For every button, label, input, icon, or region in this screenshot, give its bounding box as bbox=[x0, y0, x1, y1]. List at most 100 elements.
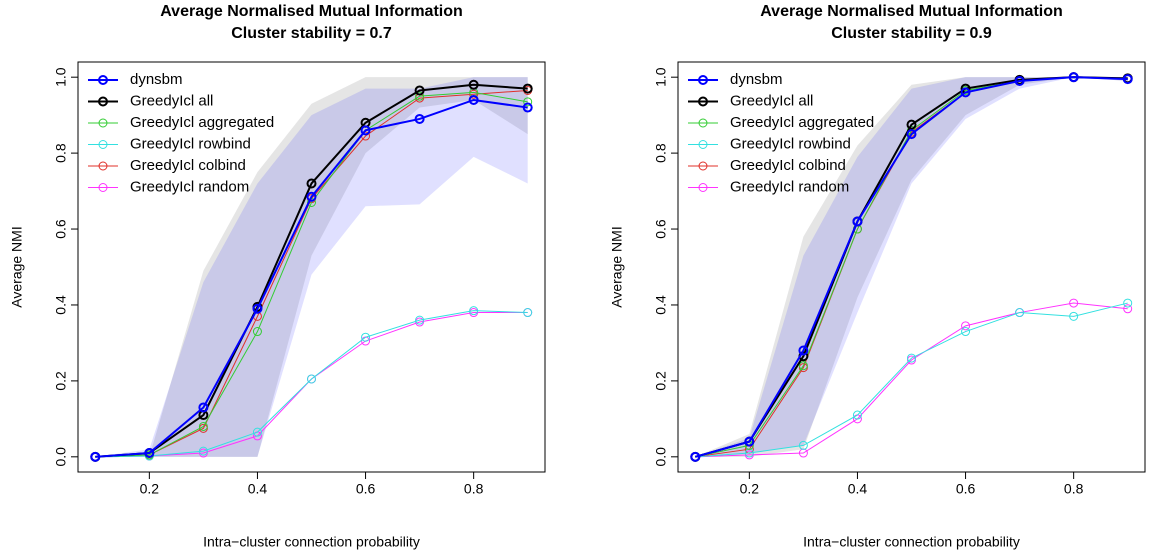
legend-label: GreedyIcl rowbind bbox=[130, 135, 251, 152]
series-line bbox=[95, 310, 528, 458]
point bbox=[852, 216, 863, 227]
y-tick-label: 0.2 bbox=[53, 371, 69, 391]
point bbox=[198, 402, 209, 413]
legend-marker bbox=[698, 140, 708, 149]
y-tick-label: 1.0 bbox=[653, 67, 669, 87]
point bbox=[690, 451, 701, 462]
point bbox=[306, 178, 317, 189]
point bbox=[252, 303, 263, 314]
chart-subtitle: Cluster stability = 0.9 bbox=[831, 25, 992, 42]
legend-label: dynsbm bbox=[730, 71, 783, 88]
series-line bbox=[695, 302, 1128, 458]
point bbox=[1014, 75, 1025, 86]
point bbox=[415, 315, 425, 325]
legend-label: GreedyIcl all bbox=[130, 92, 213, 109]
point bbox=[361, 332, 371, 342]
point bbox=[798, 361, 808, 371]
x-axis-label: Intra−cluster connection probability bbox=[803, 534, 1020, 550]
point bbox=[1069, 311, 1079, 321]
series-line bbox=[95, 83, 528, 458]
point bbox=[252, 327, 262, 337]
panel: Average Normalised Mutual Information Clu… bbox=[609, 3, 1146, 550]
legend-marker bbox=[698, 161, 708, 171]
point bbox=[414, 85, 425, 96]
legend-marker bbox=[98, 75, 108, 85]
point bbox=[1122, 74, 1133, 85]
y-tick-label: 0.2 bbox=[653, 371, 669, 391]
point bbox=[252, 427, 262, 437]
legend-label: GreedyIcl random bbox=[130, 178, 249, 195]
point bbox=[960, 87, 971, 98]
legend-label: GreedyIcl aggregated bbox=[730, 114, 874, 131]
legend-label: GreedyIcl random bbox=[730, 178, 849, 195]
point bbox=[414, 113, 425, 124]
point bbox=[961, 327, 971, 337]
point bbox=[522, 83, 533, 94]
y-tick-label: 0.6 bbox=[653, 219, 669, 239]
y-tick-label: 0.0 bbox=[53, 447, 69, 467]
point bbox=[907, 353, 916, 363]
x-tick-label: 0.6 bbox=[956, 481, 976, 497]
x-tick-label: 0.6 bbox=[356, 481, 376, 497]
point bbox=[1015, 308, 1025, 318]
point bbox=[306, 191, 317, 202]
point bbox=[468, 79, 479, 90]
x-tick-label: 0.2 bbox=[140, 481, 160, 497]
legend-marker bbox=[98, 183, 108, 192]
legend-marker bbox=[698, 118, 708, 128]
point bbox=[468, 94, 479, 105]
y-tick-label: 0.8 bbox=[53, 143, 69, 163]
chart-title: Average Normalised Mutual Information bbox=[760, 3, 1063, 20]
y-axis-label: Average NMI bbox=[9, 226, 25, 307]
point bbox=[198, 446, 208, 456]
point bbox=[744, 436, 755, 447]
band bbox=[95, 77, 528, 457]
y-tick-label: 0.6 bbox=[53, 219, 69, 239]
point bbox=[90, 451, 101, 462]
legend-marker bbox=[98, 161, 108, 171]
x-tick-label: 0.4 bbox=[248, 481, 268, 497]
series-line bbox=[695, 302, 1128, 458]
point bbox=[852, 410, 862, 420]
point bbox=[1069, 298, 1079, 308]
point bbox=[906, 119, 917, 130]
point bbox=[144, 448, 155, 459]
y-tick-label: 1.0 bbox=[53, 67, 69, 87]
x-axis-label: Intra−cluster connection probability bbox=[203, 534, 420, 550]
x-tick-label: 0.4 bbox=[848, 481, 868, 497]
series-line bbox=[695, 76, 1128, 458]
point bbox=[523, 308, 533, 318]
point bbox=[522, 102, 533, 113]
y-tick-label: 0.0 bbox=[653, 447, 669, 467]
legend-label: GreedyIcl colbind bbox=[730, 157, 846, 174]
chart-title: Average Normalised Mutual Information bbox=[160, 3, 463, 20]
x-tick-label: 0.8 bbox=[464, 481, 484, 497]
legend-marker bbox=[698, 75, 708, 85]
point bbox=[906, 129, 917, 140]
point bbox=[198, 421, 208, 431]
x-tick-label: 0.8 bbox=[1064, 481, 1084, 497]
y-tick-label: 0.4 bbox=[653, 295, 669, 315]
legend-marker bbox=[98, 140, 108, 149]
legend-label: GreedyIcl colbind bbox=[130, 157, 246, 174]
point bbox=[1068, 72, 1079, 83]
series-line bbox=[95, 98, 528, 458]
point bbox=[798, 440, 808, 450]
point bbox=[523, 97, 533, 107]
point bbox=[469, 306, 479, 316]
y-tick-label: 0.8 bbox=[653, 143, 669, 163]
y-tick-label: 0.4 bbox=[53, 295, 69, 315]
point bbox=[1123, 298, 1133, 308]
x-tick-label: 0.2 bbox=[740, 481, 760, 497]
legend-marker bbox=[98, 96, 108, 107]
point bbox=[307, 374, 316, 384]
panel: Average Normalised Mutual Information Clu… bbox=[9, 3, 546, 550]
point bbox=[415, 91, 425, 101]
legend-label: GreedyIcl aggregated bbox=[130, 114, 274, 131]
legend-label: GreedyIcl rowbind bbox=[730, 135, 851, 152]
legend-marker bbox=[698, 96, 708, 107]
legend-label: GreedyIcl all bbox=[730, 92, 813, 109]
legend-marker bbox=[98, 118, 108, 128]
chart-subtitle: Cluster stability = 0.7 bbox=[231, 25, 392, 42]
